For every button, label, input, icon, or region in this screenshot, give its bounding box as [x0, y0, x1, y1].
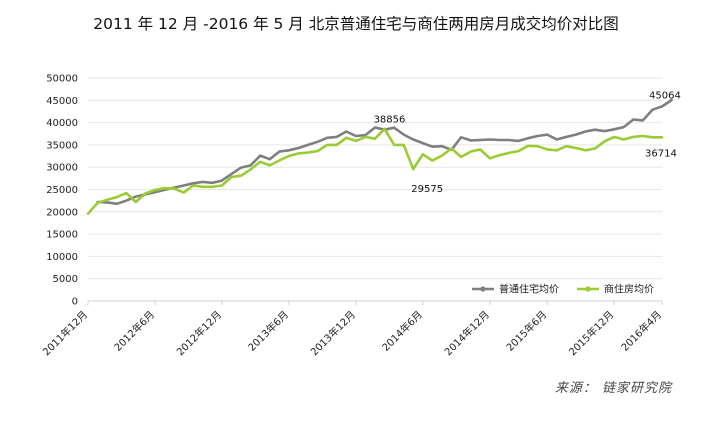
y-tick-label: 45000: [46, 96, 78, 107]
x-tick-label: 2011年12月: [40, 308, 90, 358]
data-labels: 38856 29575 45064 36714: [374, 91, 681, 196]
legend: 普通住宅均价 商住房均价: [472, 283, 654, 296]
x-tick-label: 2015年6月: [503, 308, 549, 354]
y-tick-label: 20000: [46, 207, 78, 218]
gridlines: [88, 77, 662, 302]
legend-marker: [480, 286, 486, 292]
x-tick-label: 2014年12月: [442, 308, 492, 358]
data-label: 38856: [374, 115, 406, 126]
x-tick-label: 2013年6月: [245, 308, 291, 354]
x-tick-label: 2012年12月: [174, 308, 224, 358]
y-tick-label: 10000: [46, 252, 78, 263]
y-tick-label: 30000: [46, 163, 78, 174]
x-tick-label: 2013年12月: [308, 308, 358, 358]
chart-title: 2011 年 12 月 -2016 年 5 月 北京普通住宅与商住两用房月成交均…: [93, 15, 619, 33]
y-tick-label: 5000: [53, 274, 78, 285]
legend-label: 商住房均价: [604, 283, 654, 296]
y-tick-label: 0: [72, 297, 78, 308]
data-label: 45064: [649, 91, 681, 102]
y-tick-label: 50000: [46, 74, 78, 85]
series-lines: [86, 98, 673, 215]
x-tick-label: 2012年6月: [111, 308, 157, 354]
x-tick-label: 2016年4月: [618, 308, 664, 354]
data-label: 36714: [645, 148, 677, 159]
legend-marker: [585, 286, 591, 292]
y-tick-label: 25000: [46, 185, 78, 196]
data-label: 29575: [411, 184, 443, 195]
source-note: 来源： 链家研究院: [554, 381, 672, 396]
x-axis: 2011年12月 2012年6月 2012年12月 2013年6月 2013年12月 20…: [40, 301, 664, 358]
y-tick-label: 15000: [46, 230, 78, 241]
y-tick-label: 40000: [46, 118, 78, 129]
legend-label: 普通住宅均价: [499, 283, 559, 296]
y-axis: 5000045000400003500030000250002000015000…: [46, 74, 78, 308]
x-tick-label: 2015年12月: [566, 308, 616, 358]
y-tick-label: 35000: [46, 140, 78, 151]
x-tick-label: 2014年6月: [379, 308, 425, 354]
series-line-2: [86, 127, 664, 215]
